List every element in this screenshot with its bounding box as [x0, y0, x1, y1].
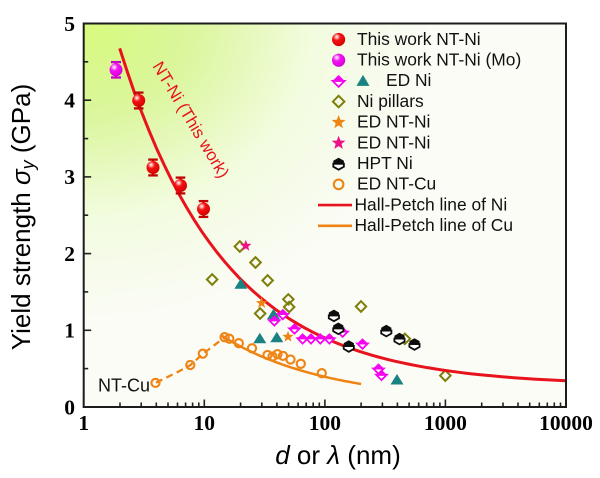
- svg-text:This work NT-Ni (Mo): This work NT-Ni (Mo): [357, 50, 521, 70]
- svg-text:Hall-Petch line of Cu: Hall-Petch line of Cu: [355, 215, 514, 235]
- svg-text:Hall-Petch line of Ni: Hall-Petch line of Ni: [355, 194, 508, 214]
- svg-text:10: 10: [194, 411, 216, 435]
- svg-text:ED Ni: ED Ni: [386, 70, 431, 90]
- svg-text:3: 3: [64, 165, 75, 189]
- svg-text:0: 0: [64, 395, 75, 419]
- svg-text:Ni pillars: Ni pillars: [357, 91, 424, 111]
- svg-text:2: 2: [64, 242, 75, 266]
- svg-text:4: 4: [64, 89, 75, 113]
- svg-text:100: 100: [309, 411, 341, 435]
- svg-text:1: 1: [64, 319, 75, 343]
- svg-text:1000: 1000: [424, 411, 467, 435]
- svg-text:ED NT-Ni: ED NT-Ni: [357, 132, 430, 152]
- svg-text:NT-Cu: NT-Cu: [98, 376, 150, 396]
- svg-text:10000: 10000: [539, 411, 593, 435]
- svg-text:ED NT-Ni: ED NT-Ni: [357, 112, 430, 132]
- svg-text:1: 1: [78, 411, 89, 435]
- svg-text:d or λ (nm): d or λ (nm): [275, 440, 401, 470]
- svg-text:5: 5: [64, 12, 75, 36]
- svg-text:This work NT-Ni: This work NT-Ni: [357, 29, 481, 49]
- svg-text:ED NT-Cu: ED NT-Cu: [357, 174, 436, 194]
- svg-text:HPT Ni: HPT Ni: [357, 153, 413, 173]
- svg-text:Yield strength σy (GPa): Yield strength σy (GPa): [6, 84, 38, 351]
